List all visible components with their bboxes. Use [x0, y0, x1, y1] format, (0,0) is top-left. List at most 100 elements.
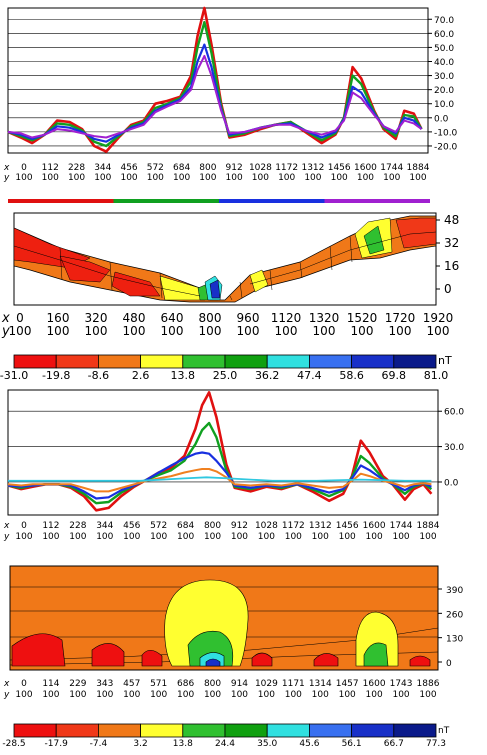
x-tick-label: 1886	[417, 679, 440, 689]
x-tick-label: 0	[16, 311, 24, 325]
y-row-tick-label: 100	[204, 532, 221, 542]
x-tick-label: 800	[204, 521, 221, 531]
color-scale-label: 13.8	[173, 739, 193, 749]
color-scale-label: 2.6	[132, 369, 150, 382]
color-scale-label: 25.0	[213, 369, 238, 382]
color-scale-swatch	[98, 723, 142, 738]
color-scale-label: -7.4	[90, 739, 108, 749]
y-row-tick-label: 100	[150, 690, 167, 700]
y-row-tick-label: 100	[173, 173, 190, 183]
y-row-tick-label: 100	[357, 173, 374, 183]
y-row-tick-label: 100	[275, 324, 298, 338]
unit-label: nT	[438, 354, 452, 367]
x-tick-label: 0	[21, 679, 27, 689]
y-row-tick-label: 100	[383, 173, 400, 183]
section-zone-low-3	[111, 271, 161, 297]
color-scale-swatch	[140, 723, 184, 738]
unit-label: nT	[438, 726, 450, 736]
x-tick-label: 684	[173, 163, 190, 173]
x-tick-label: 1456	[336, 521, 359, 531]
legend-swatch-1	[113, 199, 219, 203]
color-scale-swatch	[13, 723, 57, 738]
y-row-tick-label: 100	[15, 690, 32, 700]
y-tick-label: 0	[444, 282, 452, 296]
x-tick-label: 1312	[301, 163, 324, 173]
x-tick-label: 1320	[309, 311, 340, 325]
x-tick-label: 1720	[385, 311, 416, 325]
x-tick-label: 1312	[309, 521, 332, 531]
y-tick-label: -10.0	[434, 128, 458, 138]
color-scale-label: -28.5	[2, 739, 25, 749]
y-tick-label: 70.0	[434, 16, 454, 26]
x-tick-label: 1520	[347, 311, 378, 325]
y-row-tick-label: 100	[15, 173, 32, 183]
series-line-0	[7, 391, 433, 512]
y-tick-label: 60.0	[444, 408, 464, 418]
color-scale-swatch	[351, 723, 395, 738]
y-row-tick-label: 100	[258, 532, 275, 542]
x-tick-label: 229	[69, 679, 86, 689]
section-2-green-anomaly-2	[363, 642, 389, 667]
color-scale-swatch	[98, 354, 142, 369]
x-tick-label: 572	[147, 163, 164, 173]
chart-1-legend	[8, 199, 430, 203]
y-tick-label: 40.0	[434, 58, 454, 68]
x-tick-label: 1600	[354, 163, 377, 173]
section-2-low-3	[141, 649, 163, 667]
section-2-low-5	[313, 653, 339, 667]
x-tick-label: 1028	[255, 521, 278, 531]
y-tick-label: 130	[446, 635, 463, 645]
x-tick-label: 344	[96, 521, 113, 531]
color-scale-label: 66.7	[384, 739, 404, 749]
chart-3-x-row-label: x	[3, 521, 10, 531]
y-row-tick-label: 100	[204, 690, 221, 700]
section-zone-red-right	[395, 217, 437, 249]
y-row-tick-label: 100	[123, 690, 140, 700]
y-row-tick-label: 100	[339, 690, 356, 700]
x-tick-label: 320	[85, 311, 108, 325]
y-row-tick-label: 100	[15, 532, 32, 542]
chart-2-x-row-label: x	[1, 311, 10, 326]
x-tick-label: 1600	[363, 521, 386, 531]
x-tick-label: 112	[42, 521, 59, 531]
y-row-tick-label: 100	[150, 532, 167, 542]
x-tick-label: 912	[226, 163, 243, 173]
x-tick-label: 1172	[275, 163, 298, 173]
y-tick-label: 0.0	[444, 478, 459, 488]
y-row-tick-label: 100	[85, 324, 108, 338]
color-scale-swatch	[308, 354, 352, 369]
y-row-tick-label: 100	[231, 690, 248, 700]
y-row-tick-label: 100	[389, 324, 412, 338]
x-tick-label: 1172	[282, 521, 305, 531]
section-2-low-2	[91, 643, 125, 667]
y-row-tick-label: 100	[258, 690, 275, 700]
x-tick-label: 1743	[390, 679, 413, 689]
y-tick-label: 0.0	[434, 114, 449, 124]
section-zone-blue	[209, 279, 221, 299]
legend-swatch-0	[8, 199, 114, 203]
x-tick-label: 1314	[309, 679, 332, 689]
y-row-tick-label: 100	[96, 690, 113, 700]
y-row-tick-label: 100	[69, 532, 86, 542]
x-tick-label: 1884	[417, 521, 440, 531]
series-line-0	[7, 6, 423, 153]
y-row-tick-label: 100	[419, 532, 436, 542]
y-tick-label: 32	[444, 236, 459, 250]
x-tick-label: 800	[199, 163, 216, 173]
color-scale-label: 56.1	[342, 739, 362, 749]
y-row-tick-label: 100	[47, 324, 70, 338]
x-tick-label: 1120	[271, 311, 302, 325]
series-line-2	[7, 451, 432, 500]
color-scale-swatch	[55, 723, 99, 738]
x-tick-label: 960	[237, 311, 260, 325]
y-row-tick-label: 100	[161, 324, 184, 338]
y-row-tick-label: 100	[366, 690, 383, 700]
color-scale-label: 58.6	[339, 369, 364, 382]
y-row-tick-label: 100	[419, 690, 436, 700]
y-row-tick-label: 100	[42, 173, 59, 183]
x-tick-label: 572	[150, 521, 167, 531]
y-tick-label: 390	[446, 586, 463, 596]
x-tick-label: 1744	[390, 521, 413, 531]
x-tick-label: 1456	[328, 163, 351, 173]
